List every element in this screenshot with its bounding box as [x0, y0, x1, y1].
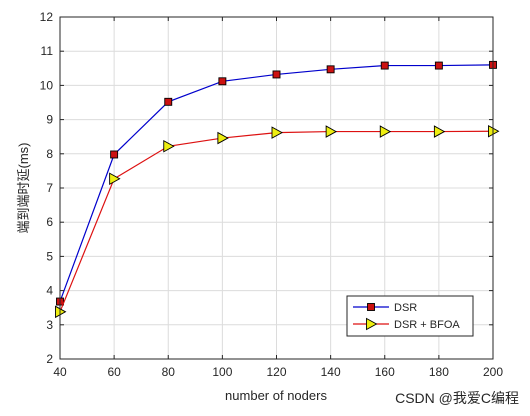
series-layer: [55, 60, 500, 319]
data-point: [434, 61, 443, 70]
x-tick-label: 180: [429, 365, 449, 379]
data-point: [379, 125, 392, 138]
data-point: [109, 172, 121, 186]
data-point: [433, 125, 446, 138]
x-tick-label: 80: [162, 365, 176, 379]
y-tick-label: 6: [46, 215, 53, 229]
y-tick-label: 2: [46, 352, 53, 366]
y-axis-title: 端到端时延(ms): [16, 143, 31, 234]
x-tick-label: 200: [483, 365, 503, 379]
y-tick-label: 11: [41, 44, 54, 58]
y-tick-label: 4: [46, 284, 53, 298]
watermark: CSDN @我爱C编程: [395, 390, 519, 406]
x-tick-label: 60: [107, 365, 121, 379]
data-point: [380, 61, 389, 70]
legend: DSR DSR + BFOA: [346, 295, 474, 337]
legend-box: [346, 295, 474, 337]
x-tick-label: 100: [212, 365, 232, 379]
legend-label: DSR + BFOA: [394, 319, 460, 331]
data-point: [272, 70, 281, 79]
y-tick-label: 12: [40, 10, 54, 24]
data-point: [271, 126, 283, 139]
x-tick-label: 140: [321, 365, 341, 379]
x-tick-label: 160: [375, 365, 395, 379]
y-tick-label: 10: [40, 78, 54, 92]
data-point: [218, 77, 227, 86]
axis-ticks: 40 60 80 100 120 140 160 180 200 2 3 4 5 6 7 8 9 10 11 12: [40, 10, 504, 379]
data-point: [217, 131, 229, 145]
data-point: [163, 140, 175, 153]
y-tick-label: 8: [46, 147, 53, 161]
y-tick-label: 7: [46, 181, 53, 195]
y-tick-label: 5: [46, 249, 53, 263]
y-tick-label: 9: [46, 113, 53, 127]
legend-entry: DSR: [353, 302, 417, 314]
data-point: [325, 125, 338, 138]
data-point: [326, 65, 335, 74]
legend-entry: DSR + BFOA: [353, 317, 460, 331]
x-tick-label: 120: [266, 365, 286, 379]
x-axis-title: number of noders: [225, 388, 327, 403]
legend-marker: [366, 317, 378, 331]
legend-marker: [367, 303, 375, 311]
y-tick-label: 3: [46, 318, 53, 332]
legend-label: DSR: [394, 302, 417, 314]
data-point: [164, 97, 173, 106]
data-point: [110, 150, 119, 159]
x-tick-label: 40: [53, 365, 67, 379]
